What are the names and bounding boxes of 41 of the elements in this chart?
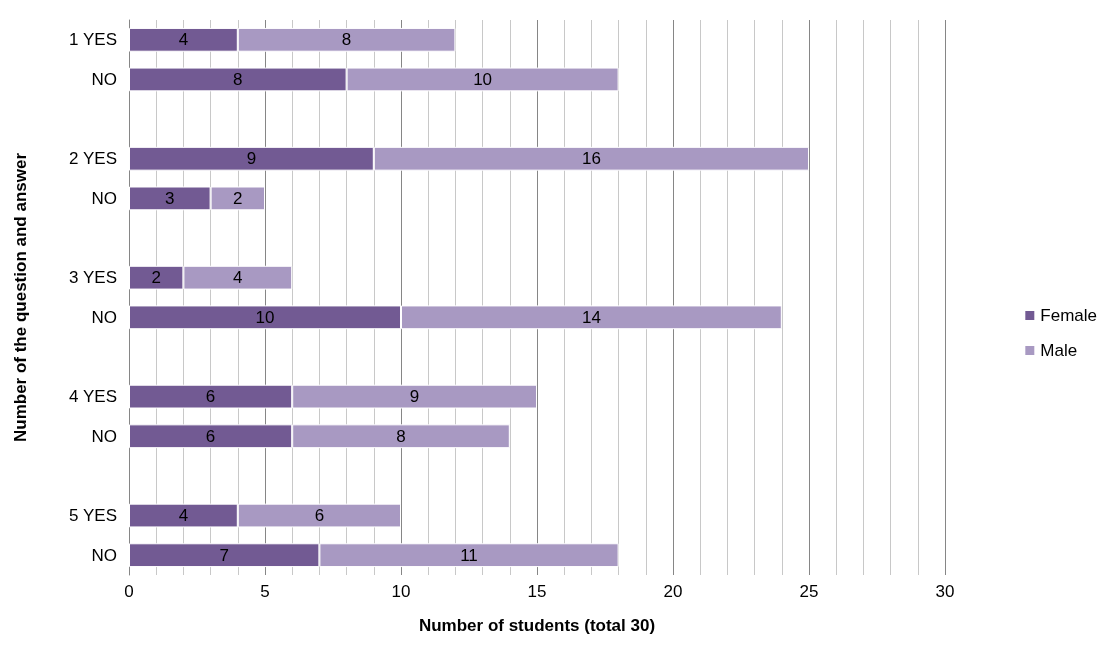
y-tick-label: NO [91, 545, 117, 565]
x-tick-label: 5 [260, 582, 270, 601]
data-label: 2 [233, 188, 243, 208]
y-tick-label: NO [91, 426, 117, 446]
y-tick-label: 3 YES [69, 268, 117, 288]
x-tick-label: 25 [799, 582, 819, 601]
legend-label: Male [1040, 341, 1078, 360]
data-label: 16 [581, 149, 601, 169]
data-label: 4 [178, 506, 189, 526]
y-tick-label: NO [91, 307, 117, 327]
data-label: 14 [581, 307, 601, 327]
y-tick-label: 1 YES [69, 30, 117, 50]
data-label: 4 [178, 30, 189, 50]
data-label: 10 [473, 69, 493, 89]
data-label: 3 [165, 188, 175, 208]
data-label: 9 [409, 387, 420, 407]
data-label: 8 [396, 426, 406, 446]
data-label: 4 [233, 268, 243, 288]
y-axis-title: Number of the question and answer [11, 152, 30, 443]
y-tick-label: 5 YES [69, 506, 117, 526]
x-tick-label: 15 [527, 582, 547, 601]
data-label: 2 [151, 268, 161, 288]
data-label: 6 [314, 506, 325, 526]
x-tick-label: 10 [391, 582, 411, 601]
x-axis-title: Number of students (total 30) [418, 616, 656, 635]
x-tick-label: 30 [935, 582, 955, 601]
y-tick-label: 2 YES [69, 149, 117, 169]
legend-label: Female [1040, 306, 1097, 325]
y-tick-label: NO [91, 188, 117, 208]
x-tick-label: 20 [663, 582, 683, 601]
data-label: 11 [460, 545, 478, 565]
x-tick-label: 0 [124, 582, 134, 601]
y-tick-label: NO [91, 69, 117, 89]
data-label: 7 [219, 545, 229, 565]
data-label: 8 [341, 30, 352, 50]
y-tick-label: 4 YES [69, 387, 117, 407]
data-label: 10 [255, 307, 275, 327]
data-label: 9 [246, 149, 257, 169]
data-label: 8 [233, 69, 243, 89]
data-label: 6 [205, 426, 216, 446]
data-label: 6 [205, 387, 216, 407]
